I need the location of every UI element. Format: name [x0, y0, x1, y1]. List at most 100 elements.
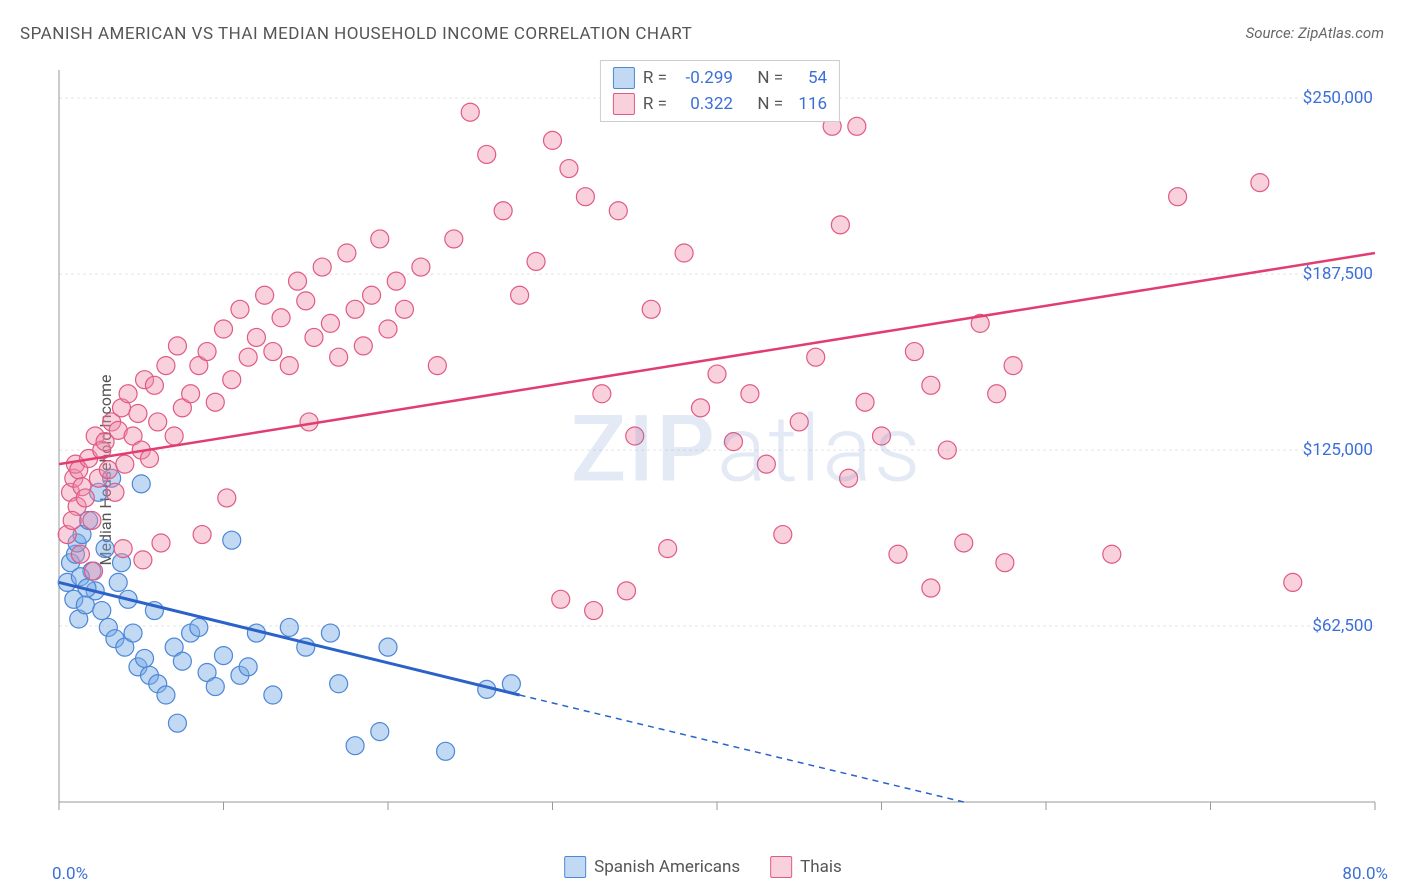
data-point — [527, 252, 545, 270]
data-point — [544, 131, 562, 149]
y-tick-label: $250,000 — [1303, 88, 1373, 108]
data-point — [165, 427, 183, 445]
data-point — [330, 348, 348, 366]
data-point — [247, 328, 265, 346]
data-point — [145, 376, 163, 394]
data-point — [445, 230, 463, 248]
legend-N-value: 54 — [791, 68, 827, 88]
data-point — [741, 385, 759, 403]
data-point — [206, 678, 224, 696]
data-point — [478, 145, 496, 163]
data-point — [856, 393, 874, 411]
data-point — [692, 399, 710, 417]
data-point — [96, 540, 114, 558]
data-point — [152, 534, 170, 552]
data-point — [280, 357, 298, 375]
y-tick-label: $187,500 — [1303, 264, 1373, 284]
data-point — [988, 385, 1006, 403]
scatter-plot-svg — [55, 60, 1385, 840]
legend-N-label: N = — [757, 94, 783, 114]
data-point — [1284, 573, 1302, 591]
legend-item: Spanish Americans — [564, 856, 740, 878]
data-point — [168, 337, 186, 355]
data-point — [412, 258, 430, 276]
data-point — [321, 624, 339, 642]
data-point — [354, 337, 372, 355]
data-point — [757, 455, 775, 473]
data-point — [659, 540, 677, 558]
data-point — [371, 230, 389, 248]
data-point — [560, 160, 578, 178]
data-point — [239, 348, 257, 366]
data-point — [642, 300, 660, 318]
data-point — [346, 300, 364, 318]
data-point — [134, 551, 152, 569]
plot-area: ZIPatlas R =-0.299 N =54R =0.322 N =116 … — [55, 60, 1385, 840]
data-point — [428, 357, 446, 375]
x-axis-min-label: 0.0% — [52, 864, 88, 884]
data-point — [511, 286, 529, 304]
data-point — [996, 554, 1014, 572]
data-point — [437, 742, 455, 760]
data-point — [831, 216, 849, 234]
data-point — [1103, 545, 1121, 563]
data-point — [124, 624, 142, 642]
data-point — [106, 483, 124, 501]
data-point — [157, 686, 175, 704]
data-point — [116, 455, 134, 473]
data-point — [168, 714, 186, 732]
data-point — [922, 579, 940, 597]
data-point — [1004, 357, 1022, 375]
data-point — [280, 618, 298, 636]
data-point — [494, 202, 512, 220]
data-point — [190, 618, 208, 636]
data-point — [1251, 174, 1269, 192]
legend-swatch — [613, 67, 635, 89]
data-point — [109, 573, 127, 591]
data-point — [848, 117, 866, 135]
legend-R-value: -0.299 — [675, 68, 733, 88]
legend-stats-row: R =0.322 N =116 — [613, 91, 827, 117]
legend-N-value: 116 — [791, 94, 827, 114]
x-axis-max-label: 80.0% — [1342, 864, 1388, 884]
data-point — [129, 404, 147, 422]
data-point — [321, 314, 339, 332]
data-point — [71, 545, 89, 563]
data-point — [774, 526, 792, 544]
legend-stats-box: R =-0.299 N =54R =0.322 N =116 — [600, 60, 840, 122]
data-point — [99, 461, 117, 479]
data-point — [461, 103, 479, 121]
data-point — [173, 652, 191, 670]
data-point — [272, 309, 290, 327]
data-point — [371, 723, 389, 741]
data-point — [239, 658, 257, 676]
data-point — [215, 320, 233, 338]
data-point — [264, 686, 282, 704]
data-point — [609, 202, 627, 220]
data-point — [675, 244, 693, 262]
source-label: Source: ZipAtlas.com — [1246, 24, 1384, 42]
data-point — [346, 737, 364, 755]
legend-swatch — [564, 856, 586, 878]
legend-R-value: 0.322 — [675, 94, 733, 114]
data-point — [330, 675, 348, 693]
data-point — [114, 540, 132, 558]
legend-N-label: N = — [757, 68, 783, 88]
data-point — [218, 489, 236, 507]
data-point — [305, 328, 323, 346]
data-point — [395, 300, 413, 318]
data-point — [93, 602, 111, 620]
legend-item: Thais — [770, 856, 842, 878]
data-point — [182, 385, 200, 403]
data-point — [76, 489, 94, 507]
legend-swatch — [613, 93, 635, 115]
data-point — [215, 647, 233, 665]
data-point — [231, 300, 249, 318]
data-point — [289, 272, 307, 290]
data-point — [149, 413, 167, 431]
legend-bottom: Spanish Americans Thais — [564, 856, 842, 878]
chart-container: Median Household Income ZIPatlas R =-0.2… — [0, 60, 1406, 880]
legend-R-label: R = — [643, 68, 667, 88]
trend-line-extended — [520, 695, 964, 802]
data-point — [193, 526, 211, 544]
